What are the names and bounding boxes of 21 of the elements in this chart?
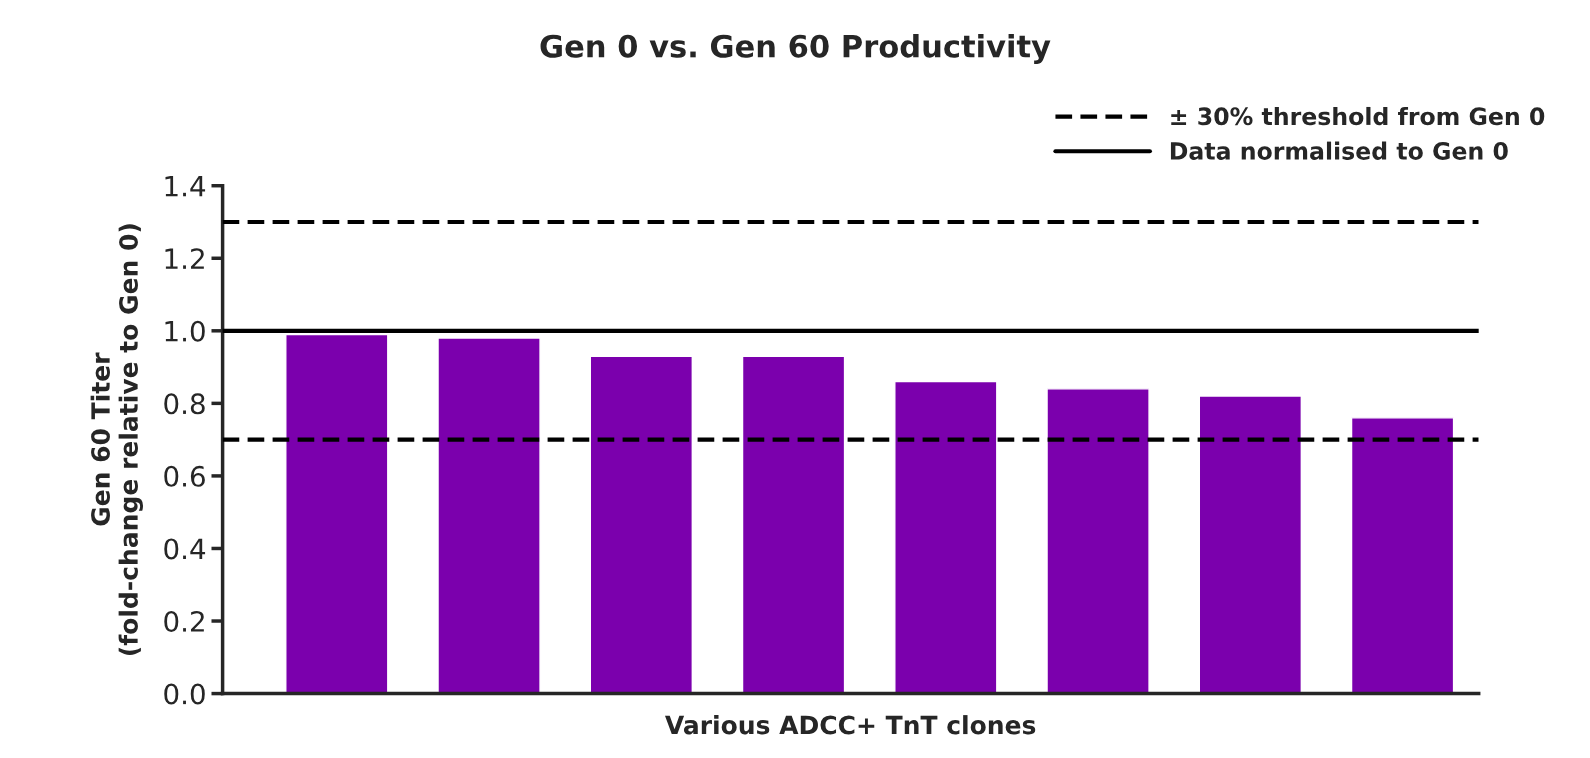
y-tick-label: 0.6 <box>164 465 205 487</box>
y-tick-label: 1.4 <box>165 176 206 197</box>
legend-label: Data normalised to Gen 0 <box>1170 141 1508 160</box>
y-tick-label: 0.0 <box>164 683 205 705</box>
chart-title: Gen 0 vs. Gen 60 Productivity <box>540 34 1051 64</box>
y-tick-label: 0.4 <box>164 538 206 560</box>
bar <box>741 355 846 694</box>
bar <box>1350 417 1455 694</box>
bar <box>589 355 694 694</box>
bar <box>894 380 998 694</box>
y-tick-label: 0.8 <box>164 393 205 415</box>
x-axis-title: Various ADCC+ TnT clones <box>664 715 1036 735</box>
legend-label: ± 30% threshold from Gen 0 <box>1171 106 1545 126</box>
y-tick-label: 0.2 <box>164 610 204 632</box>
y-axis-title: Gen 60 Titer (fold-change relative to Gen 0) <box>90 224 144 655</box>
bar <box>1198 395 1303 694</box>
bar <box>1046 388 1150 694</box>
bar <box>285 333 389 694</box>
bar <box>437 337 541 694</box>
y-tick-label: 1.2 <box>165 248 204 269</box>
y-tick-label: 1.0 <box>165 320 205 342</box>
